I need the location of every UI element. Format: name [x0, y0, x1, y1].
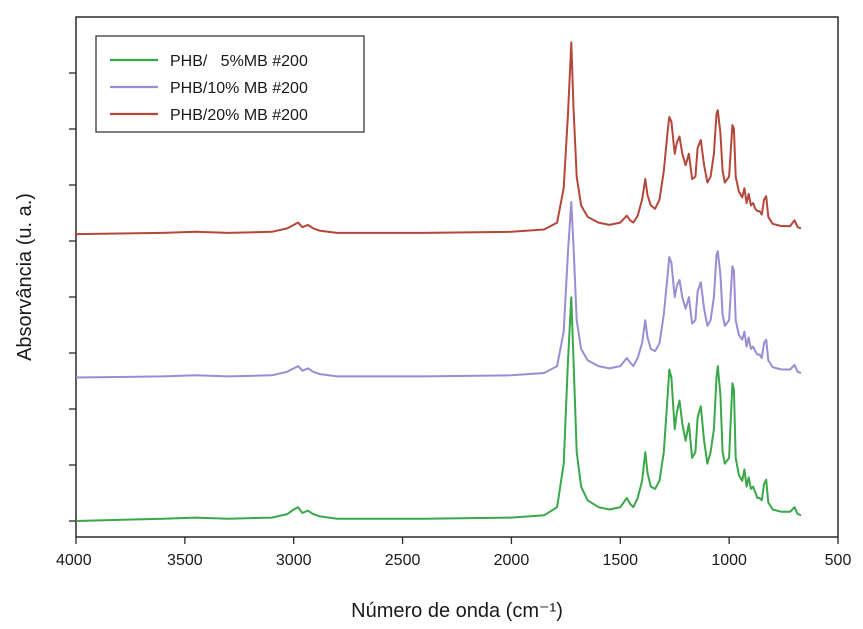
x-tick-label: 1500: [602, 552, 638, 569]
x-tick-label: 4000: [56, 552, 92, 569]
legend-label-2: PHB/10% MB #200: [170, 80, 308, 97]
legend-label-1: PHB/ 5%MB #200: [170, 53, 308, 70]
x-tick-label: 2500: [385, 552, 421, 569]
series-line-1: [75, 296, 802, 522]
y-axis-ticks: [69, 72, 76, 522]
x-tick-label: 500: [825, 552, 852, 569]
x-axis-label: Número de onda (cm⁻¹): [351, 600, 563, 622]
x-tick-label: 3500: [167, 552, 203, 569]
legend-box: [95, 35, 365, 133]
x-tick-label: 2000: [494, 552, 530, 569]
series-line-3: [75, 41, 802, 236]
series-layer: [75, 41, 802, 522]
legend-label-3: PHB/20% MB #200: [170, 107, 308, 124]
legend: PHB/ 5%MB #200 PHB/10% MB #200 PHB/20% MB …: [95, 35, 365, 133]
y-axis-label: Absorvância (u. a.): [14, 193, 36, 361]
x-tick-label: 1000: [711, 552, 747, 569]
legend-items: PHB/ 5%MB #200 PHB/10% MB #200 PHB/20% MB …: [110, 53, 308, 124]
x-tick-label: 3000: [276, 552, 312, 569]
x-axis-ticks: 4000 3500 3000 2500 2000 1500 1000 500: [56, 537, 851, 569]
series-line-2: [75, 201, 802, 379]
